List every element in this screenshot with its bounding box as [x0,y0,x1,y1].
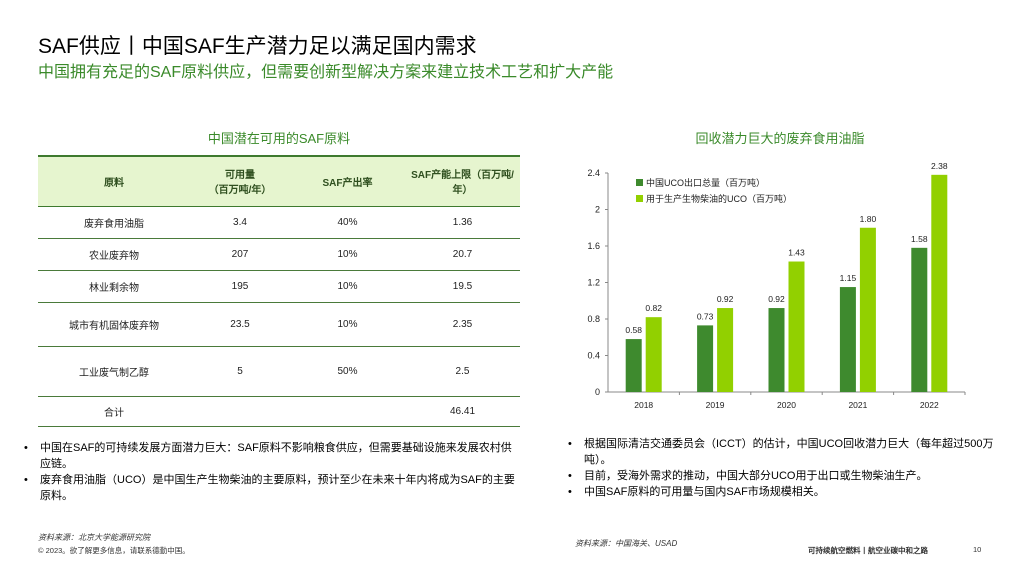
y-tick-label: 2.4 [587,168,600,178]
page-number: 10 [973,545,982,554]
bullet-item: 中国在SAF的可持续发展方面潜力巨大：SAF原料不影响粮食供应，但需要基础设施来… [22,440,522,472]
source-right: 资料来源：中国海关、USAD [575,539,678,548]
bar [717,308,734,392]
copyright: © 2023。欲了解更多信息，请联系德勤中国。 [38,546,190,555]
table-cell: 10% [290,302,405,347]
legend-label: 中国UCO出口总量（百万吨） [646,177,765,188]
table-cell: 10% [290,238,405,271]
column-header: SAF产出率 [290,155,405,207]
feedstock-table: 原料 可用量 （百万吨/年） SAF产出率 SAF产能上限（百万吨/年） 废弃食… [38,155,520,427]
bar [911,247,928,392]
table-row: 工业废气制乙醇 5 50% 2.5 [38,346,520,397]
data-label: 0.92 [768,294,785,304]
column-header: SAF产能上限（百万吨/年） [405,155,520,207]
bar [625,339,642,392]
table-cell: 农业废弃物 [38,238,190,271]
table-cell: 2.5 [405,346,520,397]
table-cell [290,396,405,427]
legend-swatch [636,179,643,186]
table-cell [190,396,290,427]
data-label: 0.58 [625,325,642,335]
table-cell: 城市有机固体废弃物 [38,302,190,347]
right-bullets: 根据国际清洁交通委员会（ICCT）的估计，中国UCO回收潜力巨大（每年超过500… [566,436,1016,500]
bullet-item: 废弃食用油脂（UCO）是中国生产生物柴油的主要原料，预计至少在未来十年内将成为S… [22,472,522,504]
bullet-item: 中国SAF原料的可用量与国内SAF市场规模相关。 [566,484,1016,500]
source-left: 资料来源：北京大学能源研究院 [38,533,150,542]
table-cell: 207 [190,238,290,271]
table-cell: 23.5 [190,302,290,347]
table-cell: 3.4 [190,206,290,239]
bullet-item: 目前，受海外需求的推动，中国大部分UCO用于出口或生物柴油生产。 [566,468,1016,484]
y-tick-label: 1.2 [587,278,600,288]
y-tick-label: 0 [595,387,600,397]
table-cell: 工业废气制乙醇 [38,346,190,397]
report-name: 可持续航空燃料丨航空业碳中和之路 [808,546,928,555]
data-label: 0.73 [697,311,714,321]
legend-label: 用于生产生物柴油的UCO（百万吨） [646,193,792,204]
table-cell: 2.35 [405,302,520,347]
table-row: 农业废弃物 207 10% 20.7 [38,238,520,271]
bar [788,261,805,392]
data-label: 0.82 [645,303,662,313]
left-bullets: 中国在SAF的可持续发展方面潜力巨大：SAF原料不影响粮食供应，但需要基础设施来… [22,440,522,504]
table-row: 合计 46.41 [38,396,520,427]
y-tick-label: 2 [595,205,600,215]
bullet-item: 根据国际清洁交通委员会（ICCT）的估计，中国UCO回收潜力巨大（每年超过500… [566,436,1016,468]
bar [931,174,948,392]
uco-bar-chart: 00.40.81.21.622.420180.580.8220190.730.9… [587,161,966,410]
y-tick-label: 1.6 [587,241,600,251]
table-cell: 废弃食用油脂 [38,206,190,239]
table-cell: 林业剩余物 [38,270,190,303]
table-cell: 10% [290,270,405,303]
bar [645,317,662,392]
x-tick-label: 2019 [706,400,725,410]
data-label: 1.58 [911,234,928,244]
x-tick-label: 2018 [634,400,653,410]
data-label: 0.92 [717,294,734,304]
table-cell: 5 [190,346,290,397]
column-header: 原料 [38,155,190,207]
data-label: 1.43 [788,248,805,258]
bar [839,287,856,392]
bar [768,308,785,392]
chart-title: 回收潜力巨大的废弃食用油脂 [695,131,865,146]
bar [697,325,714,392]
table-cell: 40% [290,206,405,239]
table-cell: 20.7 [405,238,520,271]
table-row: 废弃食用油脂 3.4 40% 1.36 [38,206,520,239]
table-title: 中国潜在可用的SAF原料 [207,131,351,146]
y-tick-label: 0.4 [587,351,600,361]
column-header: 可用量 （百万吨/年） [190,155,290,207]
x-tick-label: 2021 [848,400,867,410]
bar [859,227,876,392]
x-tick-label: 2020 [777,400,796,410]
table-cell: 50% [290,346,405,397]
table-cell: 合计 [38,396,190,427]
page-subtitle: 中国拥有充足的SAF原料供应，但需要创新型解决方案来建立技术工艺和扩大产能 [38,64,614,81]
x-tick-label: 2022 [920,400,939,410]
page-title: SAF供应丨中国SAF生产潜力足以满足国内需求 [38,35,477,58]
table-cell: 46.41 [405,396,520,427]
legend-swatch [636,195,643,202]
table-cell: 1.36 [405,206,520,239]
data-label: 1.80 [860,214,877,224]
y-tick-label: 0.8 [587,314,600,324]
table-cell: 19.5 [405,270,520,303]
table-row: 城市有机固体废弃物 23.5 10% 2.35 [38,302,520,347]
data-label: 1.15 [840,273,857,283]
table-row: 林业剩余物 195 10% 19.5 [38,270,520,303]
data-label: 2.38 [931,161,948,171]
table-cell: 195 [190,270,290,303]
